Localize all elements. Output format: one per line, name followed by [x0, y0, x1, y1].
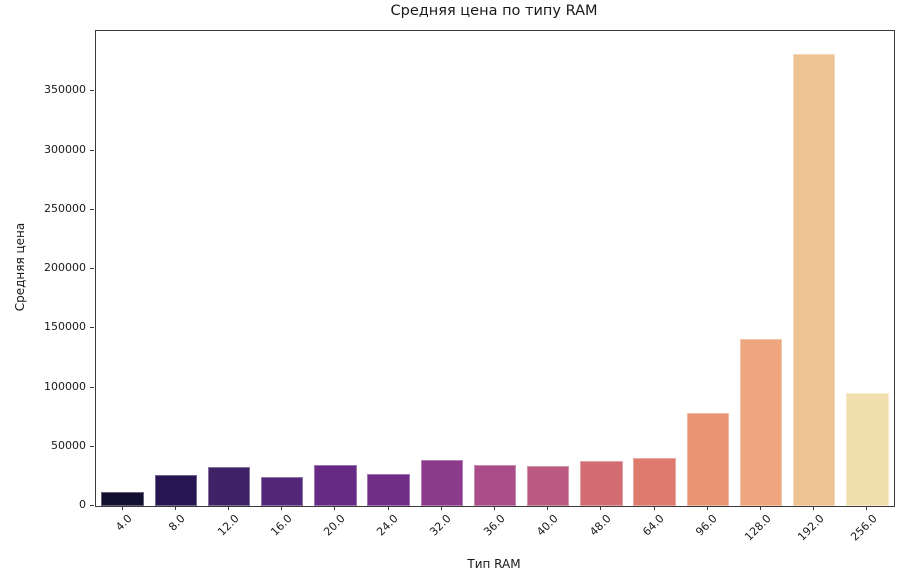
y-tick-mark [90, 149, 94, 151]
y-tick-label: 300000 [44, 142, 86, 156]
chart-title: Средняя цена по типу RAM [390, 3, 598, 19]
bar-4.0 [101, 491, 144, 506]
x-tick-label: 8.0 [166, 512, 189, 534]
x-tick-label: 16.0 [267, 512, 295, 539]
y-tick-label: 100000 [44, 379, 86, 393]
y-tick-mark [90, 327, 94, 329]
y-tick-label: 200000 [44, 261, 86, 275]
bar-96.0 [686, 413, 730, 506]
bar-48.0 [580, 461, 623, 506]
plot-area [95, 30, 895, 507]
y-tick-mark [90, 208, 94, 210]
bar-32.0 [420, 460, 464, 506]
x-tick-label: 96.0 [693, 512, 721, 539]
y-tick-label: 0 [79, 498, 86, 511]
y-tick-mark [90, 505, 94, 506]
x-tick-mark [547, 506, 549, 510]
x-tick-label: 36.0 [480, 512, 508, 539]
x-tick-label: 32.0 [427, 512, 455, 539]
x-tick-mark [387, 506, 389, 510]
bar-16.0 [260, 477, 304, 506]
x-tick-label: 48.0 [587, 512, 614, 539]
bar-64.0 [633, 458, 676, 506]
x-tick-mark [494, 506, 495, 510]
x-tick-mark [334, 506, 336, 510]
bar-20.0 [314, 464, 357, 506]
x-tick-mark [121, 506, 123, 510]
x-axis-label: Тип RAM [467, 557, 521, 571]
x-tick-mark [653, 506, 655, 510]
bar-24.0 [367, 474, 410, 506]
x-tick-mark [440, 506, 442, 510]
x-tick-label: 192.0 [794, 512, 827, 544]
x-tick-mark [174, 506, 176, 510]
x-tick-mark [760, 506, 761, 510]
y-tick-label: 150000 [44, 320, 86, 334]
x-tick-mark [281, 506, 283, 510]
x-tick-mark [866, 506, 868, 510]
x-tick-label: 20.0 [321, 512, 348, 539]
y-tick-label: 250000 [44, 201, 86, 215]
bar-36.0 [473, 464, 517, 506]
y-tick-mark [90, 90, 94, 92]
bar-256.0 [846, 393, 889, 506]
bar-128.0 [739, 338, 783, 506]
bar-192.0 [792, 53, 836, 506]
x-tick-label: 4.0 [113, 512, 135, 534]
x-tick-label: 40.0 [533, 512, 561, 539]
x-tick-label: 12.0 [214, 512, 242, 539]
x-tick-label: 256.0 [848, 512, 880, 544]
bar-40.0 [526, 465, 570, 506]
y-tick-mark [90, 445, 94, 447]
y-tick-mark [90, 268, 94, 270]
x-tick-mark [600, 506, 602, 510]
y-tick-label: 350000 [44, 83, 86, 97]
x-tick-mark [706, 506, 708, 510]
y-tick-label: 50000 [51, 438, 86, 452]
y-tick-mark [90, 386, 94, 388]
x-tick-label: 128.0 [741, 512, 774, 544]
bar-8.0 [154, 475, 198, 506]
x-tick-mark [228, 506, 229, 510]
x-tick-mark [813, 506, 815, 510]
bar-12.0 [207, 466, 251, 506]
x-tick-label: 64.0 [640, 512, 667, 539]
x-tick-label: 24.0 [374, 512, 401, 539]
